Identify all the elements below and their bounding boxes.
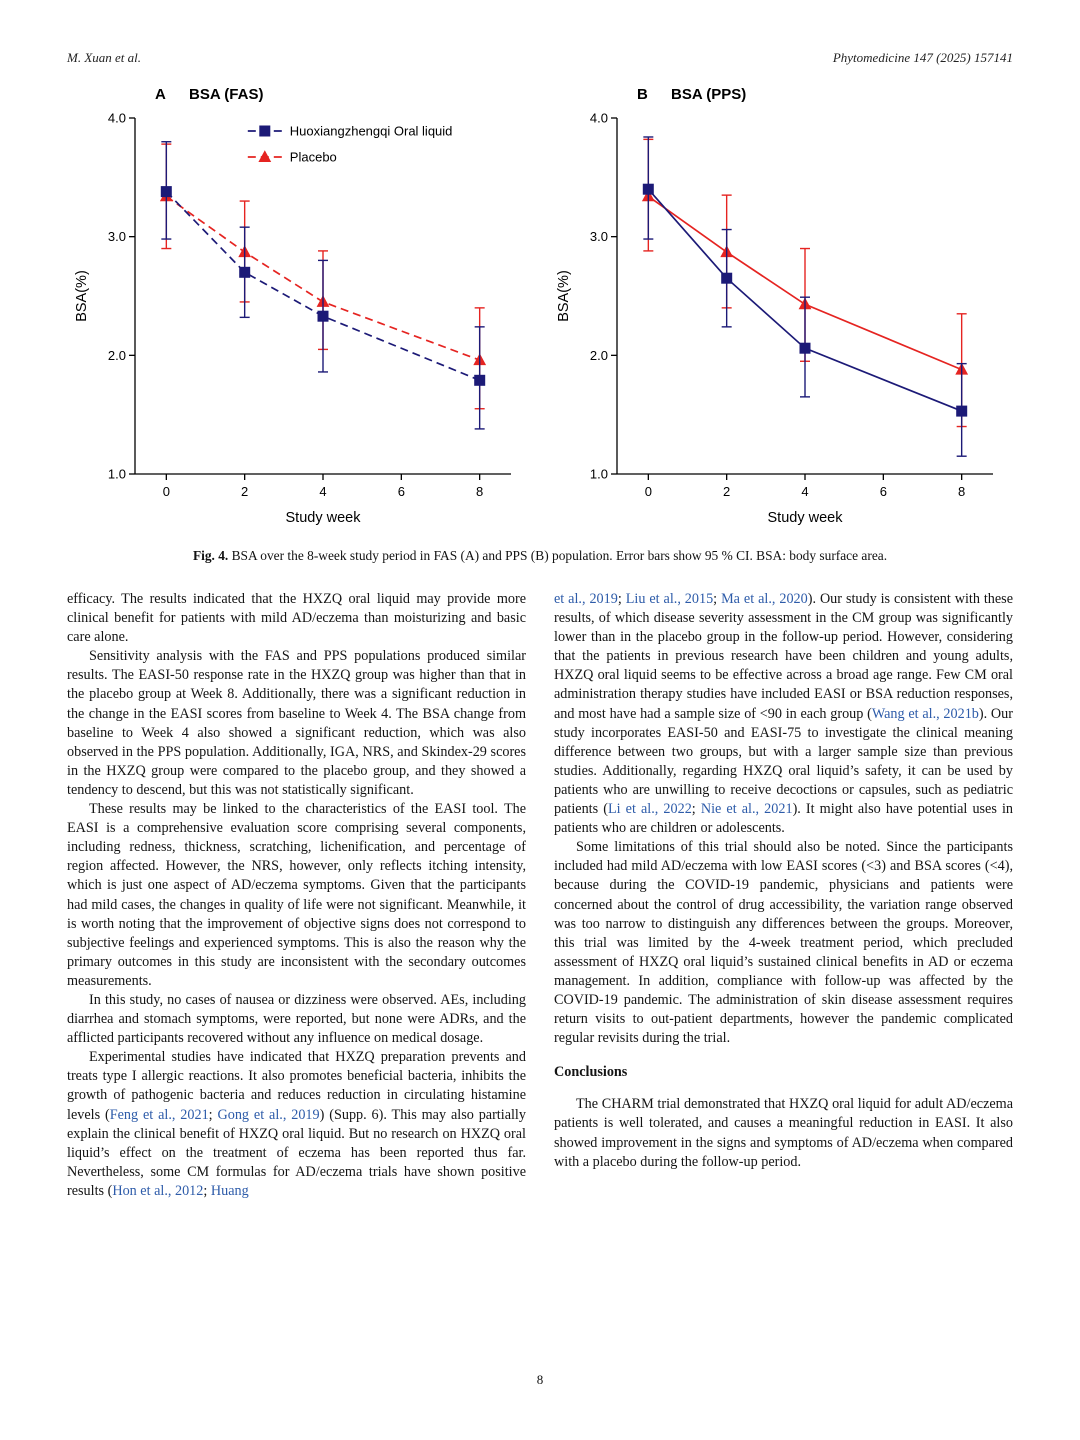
- chart-title: BSA (PPS): [671, 86, 746, 103]
- text-run: ;: [691, 801, 701, 818]
- page-number: 8: [536, 1372, 544, 1387]
- text-run: ). It might also have potential uses in …: [554, 801, 1014, 837]
- y-tick-label: 1.0: [590, 467, 608, 482]
- text-run: ). Our study incorporates EASI-50 and EA…: [554, 705, 1013, 818]
- y-tick-label: 3.0: [590, 229, 608, 244]
- citation-link[interactable]: Nie et al., 2021: [700, 801, 793, 818]
- square-marker: [956, 405, 968, 417]
- paragraph: Experimental studies have indicated that…: [67, 1048, 526, 1201]
- text-run: Some limitations of this trial should al…: [554, 839, 1013, 1047]
- x-tick-label: 0: [163, 484, 170, 499]
- right-column: et al., 2019; Liu et al., 2015; Ma et al…: [554, 590, 1013, 1201]
- x-tick-label: 2: [723, 484, 730, 499]
- chart-title: BSA (FAS): [189, 86, 263, 103]
- square-marker: [474, 374, 486, 386]
- citation-link[interactable]: Hon et al., 2012: [112, 1182, 204, 1199]
- square-marker: [317, 310, 329, 322]
- paragraph: et al., 2019; Liu et al., 2015; Ma et al…: [554, 590, 1013, 838]
- paragraph: These results may be linked to the chara…: [67, 800, 526, 991]
- square-marker: [721, 272, 733, 284]
- series-line: [647, 195, 963, 371]
- charts-row: A BSA (FAS) 1.0 2.0 3.0 4.0 0 2 4 6 8 Study week BSA…: [67, 82, 1013, 534]
- citation-link[interactable]: Wang et al., 2021b: [871, 705, 979, 722]
- chart-bsa-fas: A BSA (FAS) 1.0 2.0 3.0 4.0 0 2 4 6 8 Study week BSA…: [71, 82, 527, 534]
- y-tick-label: 3.0: [108, 229, 126, 244]
- x-tick-label: 4: [319, 484, 326, 499]
- figure-caption: Fig. 4. BSA over the 8-week study period…: [67, 548, 1013, 564]
- text-run: ). Our study is consistent with these re…: [554, 591, 1014, 722]
- square-marker: [259, 125, 271, 137]
- legend-label: Huoxiangzhengqi Oral liquid: [290, 124, 453, 139]
- chart-bsa-pps: B BSA (PPS) 1.0 2.0 3.0 4.0 0 2 4 6 8 Study week BSA…: [553, 82, 1009, 534]
- paragraph: efficacy. The results indicated that the…: [67, 590, 526, 647]
- x-tick-label: 6: [398, 484, 405, 499]
- left-column: efficacy. The results indicated that the…: [67, 590, 526, 1201]
- body-text: efficacy. The results indicated that the…: [67, 590, 1013, 1201]
- text-run: ;: [617, 591, 626, 607]
- text-run: Sensitivity analysis with the FAS and PP…: [67, 648, 526, 798]
- citation-link[interactable]: Liu et al., 2015: [625, 591, 714, 607]
- paragraph: Sensitivity analysis with the FAS and PP…: [67, 647, 526, 800]
- y-tick-label: 4.0: [590, 111, 608, 126]
- figure-caption-text: BSA over the 8-week study period in FAS …: [228, 548, 888, 563]
- paragraph: In this study, no cases of nausea or diz…: [67, 991, 526, 1048]
- square-marker: [160, 186, 172, 198]
- section-heading: Conclusions: [554, 1064, 628, 1081]
- y-tick-label: 2.0: [590, 348, 608, 363]
- y-tick-label: 4.0: [108, 111, 126, 126]
- text-run: efficacy. The results indicated that the…: [67, 591, 526, 646]
- header-author: M. Xuan et al.: [67, 50, 142, 65]
- square-marker: [799, 342, 811, 354]
- series-line: [165, 191, 481, 382]
- citation-link[interactable]: Huang: [210, 1182, 249, 1199]
- y-axis-label: BSA(%): [74, 270, 90, 322]
- legend-label: Placebo: [290, 150, 337, 165]
- x-tick-label: 4: [801, 484, 808, 499]
- citation-link[interactable]: Li et al., 2022: [607, 801, 692, 818]
- citation-link[interactable]: et al., 2019: [554, 591, 618, 607]
- header-journal: Phytomedicine 147 (2025) 157141: [832, 50, 1013, 65]
- text-run: ;: [713, 591, 722, 607]
- text-run: ;: [203, 1182, 211, 1199]
- x-tick-label: 6: [880, 484, 887, 499]
- square-marker: [642, 183, 654, 195]
- text-run: In this study, no cases of nausea or diz…: [67, 991, 526, 1047]
- series-line: [647, 188, 963, 412]
- y-tick-label: 2.0: [108, 348, 126, 363]
- panel-letter: A: [155, 86, 166, 103]
- chart-svg: A BSA (FAS) 1.0 2.0 3.0 4.0 0 2 4 6 8 Study week BSA…: [74, 86, 511, 526]
- text-run: The CHARM trial demonstrated that HXZQ o…: [554, 1096, 1013, 1170]
- chart-svg: B BSA (PPS) 1.0 2.0 3.0 4.0 0 2 4 6 8 Study week BSA…: [556, 86, 993, 526]
- text-run: Experimental studies have indicated that…: [67, 1049, 526, 1123]
- text-run: These results may be linked to the chara…: [67, 801, 526, 989]
- x-axis-label: Study week: [768, 510, 844, 526]
- figure-4: A BSA (FAS) 1.0 2.0 3.0 4.0 0 2 4 6 8 Study week BSA…: [67, 82, 1013, 564]
- figure-caption-label: Fig. 4.: [192, 548, 229, 563]
- y-axis-label: BSA(%): [556, 270, 572, 322]
- text-run: ) (Supp. 6). This may also partially exp…: [67, 1106, 526, 1199]
- x-axis-label: Study week: [286, 510, 362, 526]
- x-tick-label: 0: [645, 484, 652, 499]
- panel-letter: B: [637, 86, 648, 103]
- square-marker: [239, 266, 251, 278]
- citation-link[interactable]: Ma et al., 2020: [721, 591, 808, 607]
- text-run: ;: [208, 1106, 218, 1123]
- x-tick-label: 8: [476, 484, 483, 499]
- page-header: M. Xuan et al. Phytomedicine 147 (2025) …: [67, 50, 1013, 66]
- x-tick-label: 8: [958, 484, 965, 499]
- y-tick-label: 1.0: [108, 467, 126, 482]
- paragraph: The CHARM trial demonstrated that HXZQ o…: [554, 1095, 1013, 1171]
- citation-link[interactable]: Feng et al., 2021: [109, 1106, 209, 1123]
- page-footer: 8: [0, 1372, 1080, 1388]
- paragraph: Some limitations of this trial should al…: [554, 838, 1013, 1048]
- triangle-marker: [258, 150, 272, 162]
- x-tick-label: 2: [241, 484, 248, 499]
- citation-link[interactable]: Gong et al., 2019: [217, 1106, 320, 1123]
